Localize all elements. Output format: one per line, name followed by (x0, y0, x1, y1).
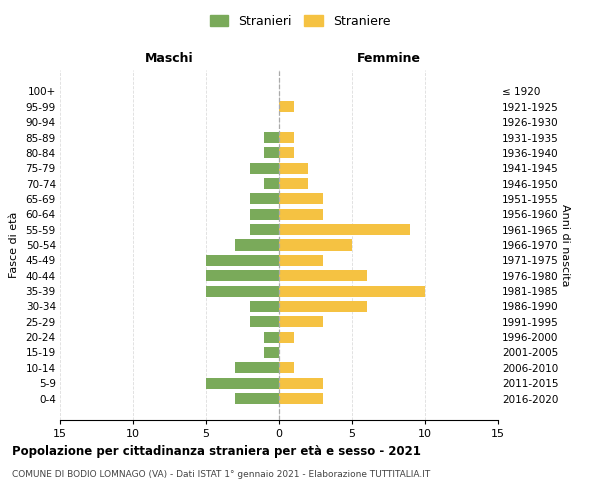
Bar (265, 178, 279, 189)
Bar (279, 209, 323, 220)
Bar (265, 148, 279, 158)
Bar (235, 240, 279, 250)
Text: Maschi: Maschi (145, 52, 194, 65)
Y-axis label: Anni di nascita: Anni di nascita (560, 204, 570, 286)
Bar (279, 132, 293, 143)
Bar (250, 209, 279, 220)
Bar (279, 178, 308, 189)
Bar (250, 224, 279, 235)
Bar (206, 378, 279, 388)
Bar (206, 255, 279, 266)
Legend: Stranieri, Straniere: Stranieri, Straniere (206, 11, 394, 32)
Bar (265, 347, 279, 358)
Bar (250, 194, 279, 204)
Bar (279, 378, 323, 388)
Bar (265, 332, 279, 342)
Bar (279, 194, 323, 204)
Bar (279, 102, 293, 112)
Bar (265, 132, 279, 143)
Text: COMUNE DI BODIO LOMNAGO (VA) - Dati ISTAT 1° gennaio 2021 - Elaborazione TUTTITA: COMUNE DI BODIO LOMNAGO (VA) - Dati ISTA… (12, 470, 430, 479)
Bar (279, 148, 293, 158)
Text: Femmine: Femmine (356, 52, 421, 65)
Bar (250, 162, 279, 173)
Bar (250, 301, 279, 312)
Bar (279, 362, 293, 374)
Bar (279, 255, 323, 266)
Bar (206, 270, 279, 281)
Bar (279, 316, 323, 328)
Bar (206, 286, 279, 296)
Bar (235, 362, 279, 374)
Bar (279, 270, 367, 281)
Y-axis label: Fasce di età: Fasce di età (8, 212, 19, 278)
Bar (279, 393, 323, 404)
Bar (235, 393, 279, 404)
Bar (279, 224, 410, 235)
Bar (279, 332, 293, 342)
Bar (279, 240, 352, 250)
Bar (279, 286, 425, 296)
Text: Popolazione per cittadinanza straniera per età e sesso - 2021: Popolazione per cittadinanza straniera p… (12, 445, 421, 458)
Bar (279, 162, 308, 173)
Bar (279, 301, 367, 312)
Bar (250, 316, 279, 328)
